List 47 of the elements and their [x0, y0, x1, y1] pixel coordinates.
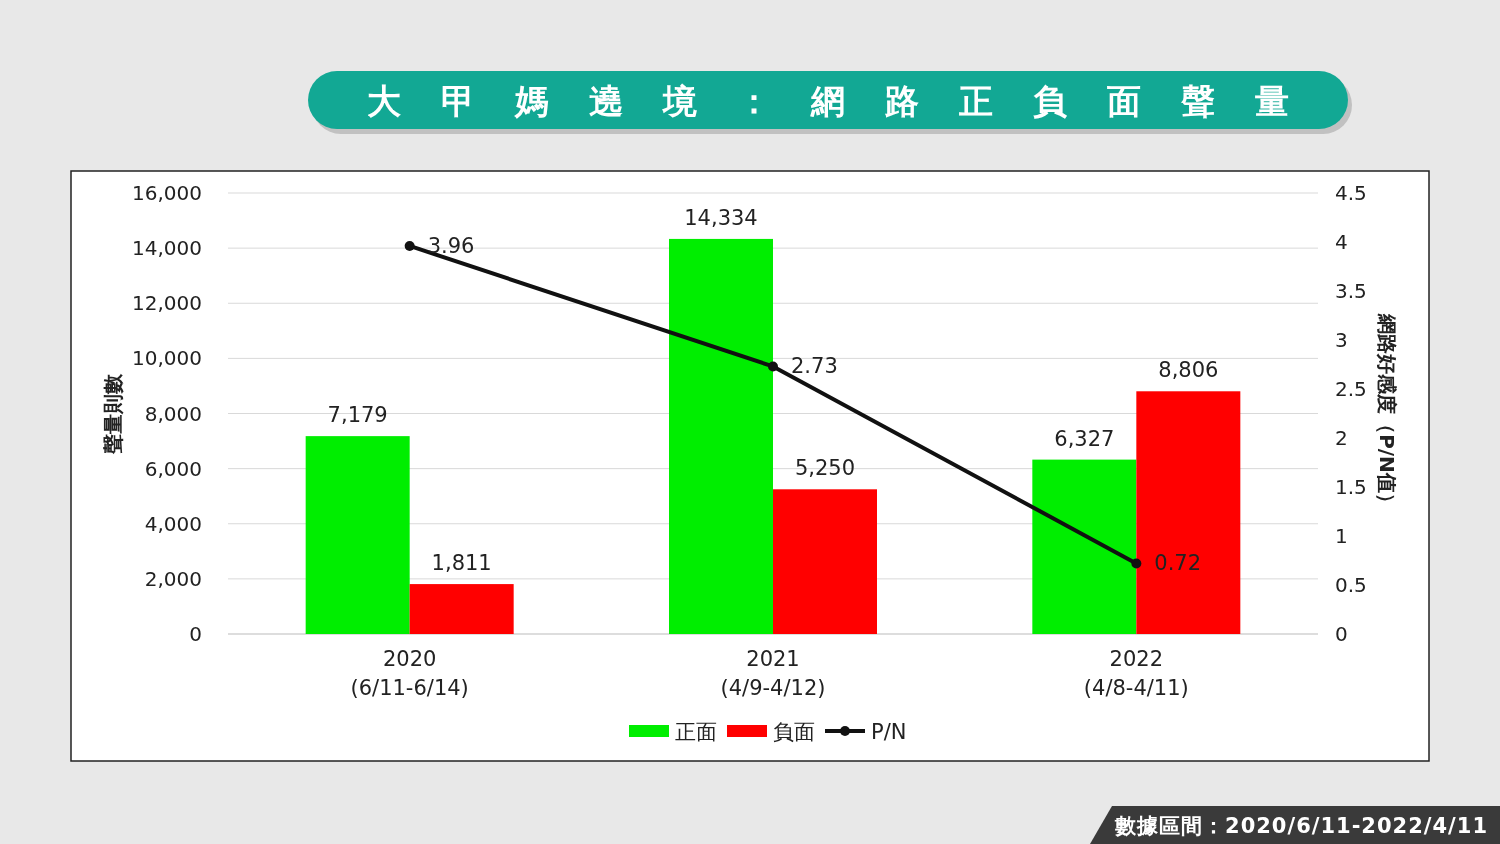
y-tick-label: 10,000 [132, 346, 202, 371]
data-label: 0.72 [1154, 551, 1202, 576]
y-tick-label: 8,000 [144, 401, 202, 426]
bar [669, 238, 773, 634]
data-label: 2.73 [791, 354, 838, 379]
y2-tick-label: 2.5 [1335, 377, 1367, 401]
text: 數據區間：2020/6/11-2022/4/11 [1114, 814, 1488, 838]
bar [773, 489, 877, 634]
data-label: 8,806 [1158, 358, 1219, 383]
bar [1032, 459, 1137, 634]
data-label: 6,327 [1054, 426, 1115, 451]
y-tick-label: 0 [189, 622, 202, 646]
y2-tick-label: 0 [1335, 622, 1348, 646]
data-label: 3.96 [427, 233, 475, 258]
data-label: 7,179 [327, 403, 388, 428]
y-axis-title: 聲量則數 [101, 372, 125, 455]
y-tick-label: 16,000 [132, 181, 202, 205]
y-tick-label: 12,000 [132, 291, 202, 316]
bar [409, 584, 514, 634]
y2-tick-label: 1 [1335, 524, 1348, 548]
y2-tick-label: 0.5 [1335, 573, 1367, 597]
bar [1136, 391, 1241, 634]
data-label: 5,250 [794, 456, 856, 481]
y-tick-label: 2,000 [144, 566, 202, 591]
y-tick-label: 6,000 [144, 456, 202, 481]
bar [305, 436, 410, 634]
y2-tick-label: 3.5 [1335, 279, 1367, 303]
legend-label: P/N [871, 720, 907, 744]
data-label: 1,811 [431, 551, 492, 576]
y2-tick-label: 3 [1335, 328, 1348, 352]
point [1131, 558, 1142, 569]
y2-tick-label: 4.5 [1335, 181, 1367, 205]
y-tick-label: 14,000 [132, 236, 202, 261]
data-label: 14,334 [684, 205, 758, 230]
y-tick-label: 4,000 [144, 511, 202, 536]
legend-label: 正面 [675, 720, 717, 744]
point [404, 240, 415, 251]
x-tick-label: 2020 (6/11-6/14) [350, 647, 469, 700]
x-tick-label: 2022 (4/8-4/11) [1083, 647, 1189, 700]
chart-title: 大甲媽遶境：網路正負面聲量 [367, 81, 1329, 121]
point [768, 361, 778, 372]
x-tick-label: 2021 (4/9-4/12) [720, 647, 826, 700]
y2-tick-label: 1.5 [1335, 475, 1367, 499]
legend-label: 負面 [773, 720, 815, 744]
y2-tick-label: 2 [1335, 426, 1348, 450]
y2-axis-title: 網路好感度（P/N值） [1375, 313, 1399, 513]
y2-tick-label: 4 [1335, 230, 1348, 254]
